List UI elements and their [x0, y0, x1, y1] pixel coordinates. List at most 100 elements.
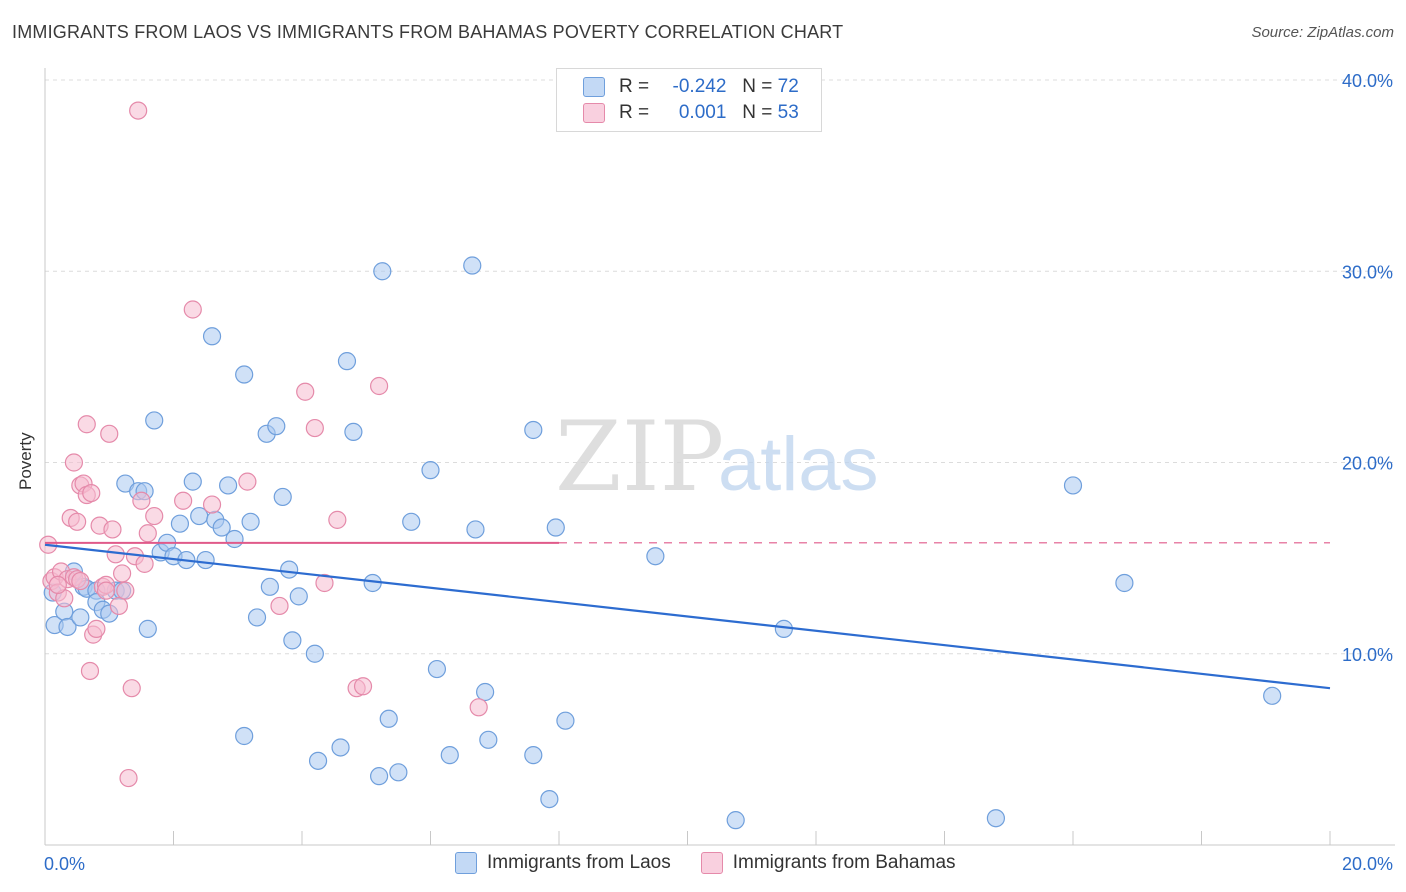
x-tick-label: 0.0%: [44, 854, 85, 874]
laos-point: [289, 587, 308, 606]
laos-point: [1063, 476, 1083, 495]
y-axis-label: Poverty: [16, 432, 35, 490]
watermark-atlas: atlas: [718, 422, 879, 507]
bahamas-point: [202, 495, 222, 514]
laos-point: [726, 811, 745, 830]
laos-point: [71, 608, 90, 627]
bahamas-point: [138, 524, 157, 543]
laos-r-label: R =: [619, 76, 650, 97]
bahamas-point: [328, 510, 347, 529]
bahamas-r-label: R =: [619, 102, 650, 123]
laos-point: [546, 518, 565, 537]
bahamas-point: [122, 679, 141, 698]
laos-point: [402, 512, 421, 531]
legend-row-bahamas: R = 0.001 N = 53: [583, 101, 799, 125]
laos-n-label: N =: [742, 76, 773, 97]
laos-point: [1115, 573, 1134, 593]
laos-swatch: [583, 77, 605, 97]
laos-point: [247, 608, 267, 627]
bahamas-point: [135, 554, 154, 573]
laos-point: [646, 547, 665, 566]
laos-point: [986, 809, 1006, 828]
laos-point: [373, 262, 392, 281]
laos-point: [524, 420, 543, 440]
laos-point: [138, 619, 157, 638]
bahamas-point: [119, 768, 138, 788]
legend-laos-swatch: [455, 852, 477, 874]
laos-point: [219, 476, 238, 495]
laos-point: [524, 746, 543, 765]
bahamas-point: [469, 698, 488, 717]
laos-trend-line: [44, 543, 1331, 690]
bahamas-point: [145, 506, 164, 526]
y-tick-label: 10.0%: [1342, 645, 1393, 665]
bahamas-point: [315, 573, 334, 593]
laos-n-value: 72: [777, 76, 799, 97]
laos-point: [308, 751, 328, 770]
laos-point: [283, 631, 302, 650]
laos-point: [466, 520, 485, 539]
bahamas-point: [305, 418, 324, 438]
chart-title: IMMIGRANTS FROM LAOS VS IMMIGRANTS FROM …: [12, 22, 844, 42]
laos-point: [344, 422, 363, 441]
laos-point: [267, 417, 286, 436]
laos-point: [556, 711, 575, 730]
laos-point: [183, 472, 202, 491]
y-tick-label: 40.0%: [1342, 71, 1393, 91]
bahamas-swatch: [583, 103, 605, 123]
bahamas-n-label: N =: [742, 102, 773, 123]
laos-point: [145, 411, 164, 430]
laos-point: [196, 550, 215, 570]
laos-point: [476, 682, 495, 702]
bahamas-point: [183, 300, 202, 319]
bahamas-r-value: 0.001: [678, 102, 727, 123]
laos-point: [331, 738, 350, 757]
laos-point: [427, 659, 447, 679]
bahamas-point: [103, 520, 122, 539]
laos-point: [421, 461, 440, 480]
legend-laos-label: Immigrants from Laos: [487, 852, 671, 873]
laos-point: [58, 617, 77, 637]
bahamas-point: [71, 571, 90, 591]
laos-point: [540, 789, 559, 809]
bahamas-point: [132, 491, 151, 510]
bahamas-point: [82, 484, 101, 503]
bahamas-point: [96, 581, 116, 600]
legend-bahamas-swatch: [700, 852, 723, 874]
legend-bahamas-label: Immigrants from Bahamas: [732, 852, 956, 873]
bahamas-point: [87, 619, 106, 638]
laos-point: [235, 726, 254, 746]
laos-point: [379, 709, 398, 728]
bahamas-point: [77, 415, 96, 434]
y-tick-label: 20.0%: [1342, 454, 1393, 474]
source-label: Source: ZipAtlas.com: [1251, 24, 1394, 41]
correlation-legend: R = -0.242 N = 72 R = 0.001 N = 53: [556, 68, 822, 132]
bahamas-point: [80, 661, 100, 681]
bahamas-point: [270, 596, 289, 616]
series-legend: Immigrants from Laos Immigrants from Bah…: [455, 852, 986, 874]
bahamas-point: [129, 101, 148, 120]
laos-point: [479, 730, 498, 749]
bahamas-point: [109, 596, 128, 616]
laos-r-value: -0.242: [672, 76, 727, 97]
bahamas-point: [68, 512, 87, 531]
bahamas-point: [100, 424, 119, 443]
bahamas-point: [296, 382, 315, 401]
laos-point: [389, 763, 408, 782]
y-tick-label: 30.0%: [1342, 262, 1393, 282]
laos-point: [440, 746, 459, 765]
laos-point: [305, 644, 324, 663]
laos-point: [170, 514, 190, 533]
laos-point: [273, 487, 292, 507]
laos-point: [280, 560, 299, 579]
bahamas-point: [112, 564, 132, 583]
bahamas-point: [353, 677, 373, 696]
bahamas-point: [370, 376, 389, 396]
laos-point: [212, 518, 231, 537]
laos-point: [241, 512, 260, 531]
laos-point: [1263, 686, 1282, 705]
legend-row-laos: R = -0.242 N = 72: [583, 75, 799, 99]
legend-item-bahamas: Immigrants from Bahamas: [700, 852, 956, 874]
bahamas-point: [64, 453, 84, 472]
